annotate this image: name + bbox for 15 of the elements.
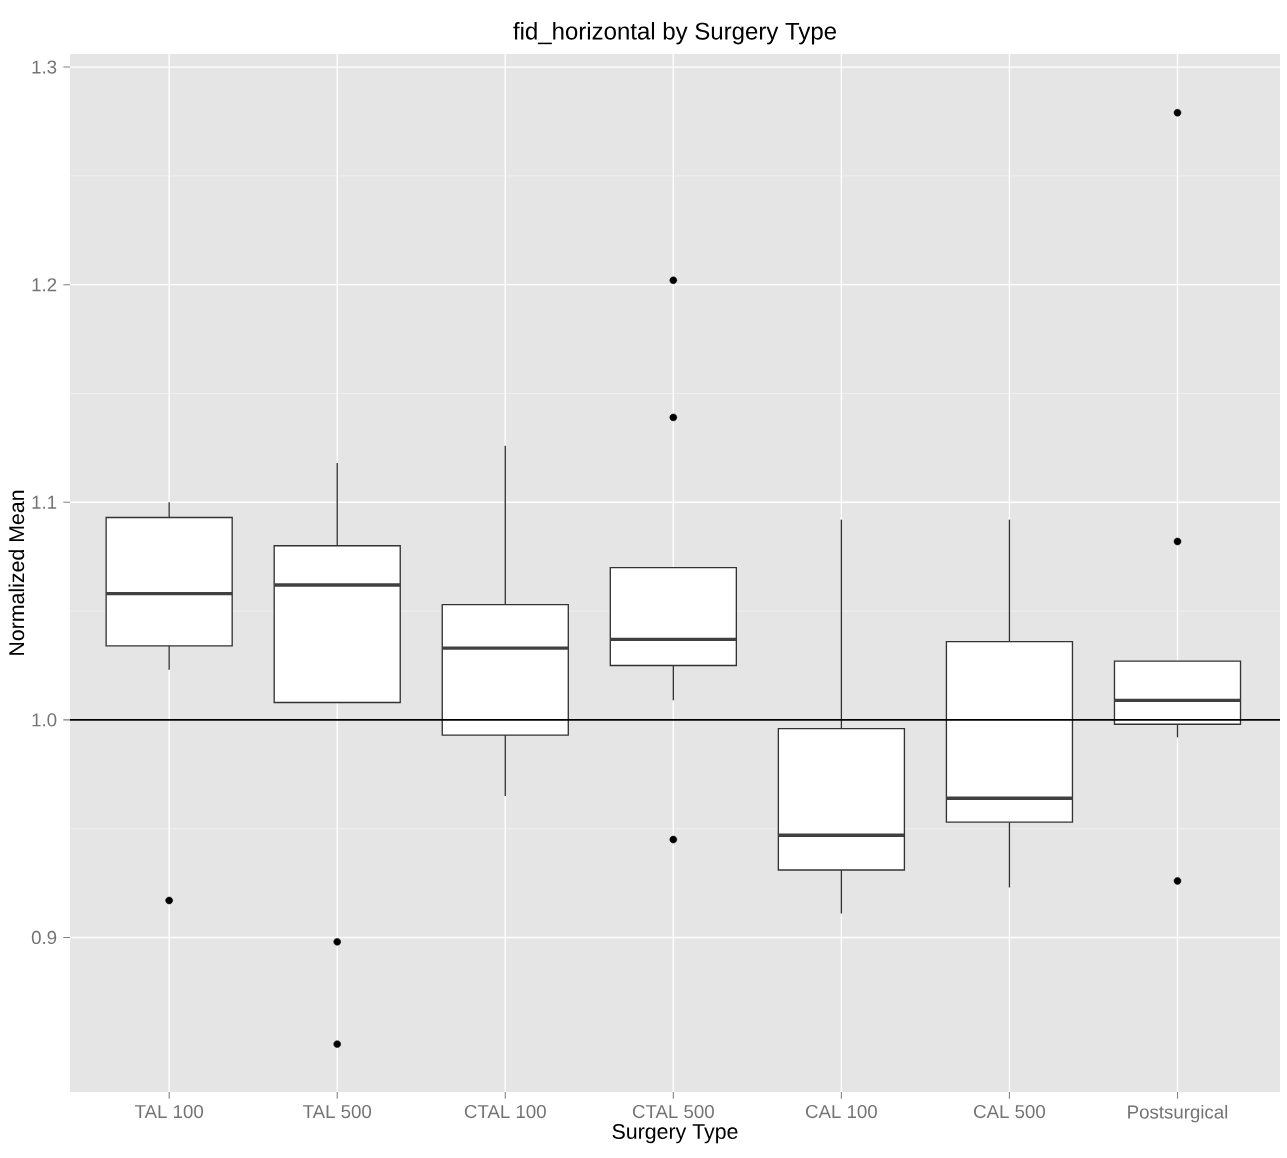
y-axis-title: Normalized Mean xyxy=(8,490,25,655)
x-tick-label: Postsurgical xyxy=(1128,1104,1228,1123)
x-axis-title: Surgery Type xyxy=(612,1123,738,1144)
x-tick-label: CTAL 500 xyxy=(632,1104,714,1119)
x-tick-label: CTAL 100 xyxy=(464,1104,546,1119)
y-tick-label: 1.1 xyxy=(32,495,57,509)
x-tick-label: TAL 500 xyxy=(303,1104,372,1119)
y-tick-label: 0.9 xyxy=(31,930,57,945)
x-tick-label: CAL 500 xyxy=(974,1104,1046,1119)
y-tick-label: 1.0 xyxy=(32,713,57,727)
y-tick-label: 1.2 xyxy=(32,278,57,292)
y-tick-label: 1.3 xyxy=(32,60,57,74)
chart-title: fid_horizontal by Surgery Type xyxy=(513,22,836,45)
x-tick-label: CAL 100 xyxy=(806,1104,877,1119)
x-tick-label: TAL 100 xyxy=(134,1104,204,1119)
